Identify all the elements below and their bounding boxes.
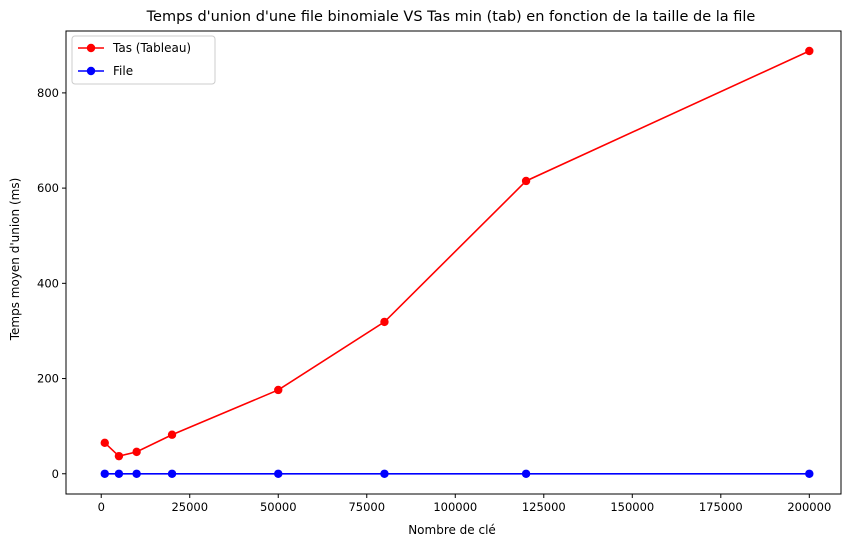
x-axis-label: Nombre de clé (408, 523, 496, 537)
series-layer (100, 46, 814, 478)
legend-entry-tas-tableau: Tas (Tableau) (78, 41, 191, 55)
data-point-file (132, 469, 141, 478)
y-tick-label: 200 (37, 372, 59, 386)
x-tick-label: 75000 (348, 500, 385, 514)
x-tick-label: 200000 (787, 500, 831, 514)
y-tick-label: 400 (37, 276, 59, 290)
x-tick-label: 50000 (260, 500, 297, 514)
x-tick-label: 25000 (171, 500, 208, 514)
legend-entry-file: File (78, 64, 133, 78)
series-file (100, 469, 814, 478)
legend-marker (86, 66, 96, 76)
data-point-file (100, 469, 109, 478)
y-tick-label: 0 (52, 467, 59, 481)
data-point-tas-tableau (521, 176, 531, 186)
data-point-file (521, 469, 531, 478)
series-tas-tableau (100, 46, 814, 461)
legend-label: Tas (Tableau) (112, 41, 191, 55)
data-point-tas-tableau (380, 317, 389, 327)
x-tick-label: 150000 (610, 500, 654, 514)
x-axis: 0 25000 50000 75000 100000 125000 150000 175000… (98, 494, 831, 514)
legend: Tas (Tableau) File (71, 35, 216, 85)
data-point-tas-tableau (132, 447, 141, 457)
data-point-tas-tableau (805, 46, 814, 56)
data-point-file (805, 469, 814, 478)
x-tick-label: 125000 (522, 500, 566, 514)
data-point-file (167, 469, 177, 478)
legend-marker (86, 43, 96, 53)
plot-area: 0 25000 50000 75000 100000 125000 150000 175000… (37, 30, 842, 514)
data-point-file (274, 469, 283, 478)
legend-label: File (113, 64, 133, 78)
data-point-tas-tableau (114, 451, 124, 461)
x-tick-label: 175000 (699, 500, 743, 514)
x-tick-label: 0 (98, 500, 105, 514)
data-point-file (114, 469, 124, 478)
x-tick-label: 100000 (433, 500, 477, 514)
axes-frame (65, 30, 842, 495)
data-point-file (380, 469, 389, 478)
data-point-tas-tableau (274, 385, 283, 395)
y-axis: 0 200 400 600 800 (37, 86, 66, 481)
chart-title: Temps d'union d'une file binomiale VS Ta… (146, 9, 756, 25)
data-point-tas-tableau (100, 438, 109, 448)
y-tick-label: 600 (37, 181, 59, 195)
y-tick-label: 800 (37, 86, 59, 100)
legend-box (71, 35, 216, 85)
data-point-tas-tableau (167, 430, 177, 439)
y-axis-label: Temps moyen d'union (ms) (8, 178, 22, 342)
